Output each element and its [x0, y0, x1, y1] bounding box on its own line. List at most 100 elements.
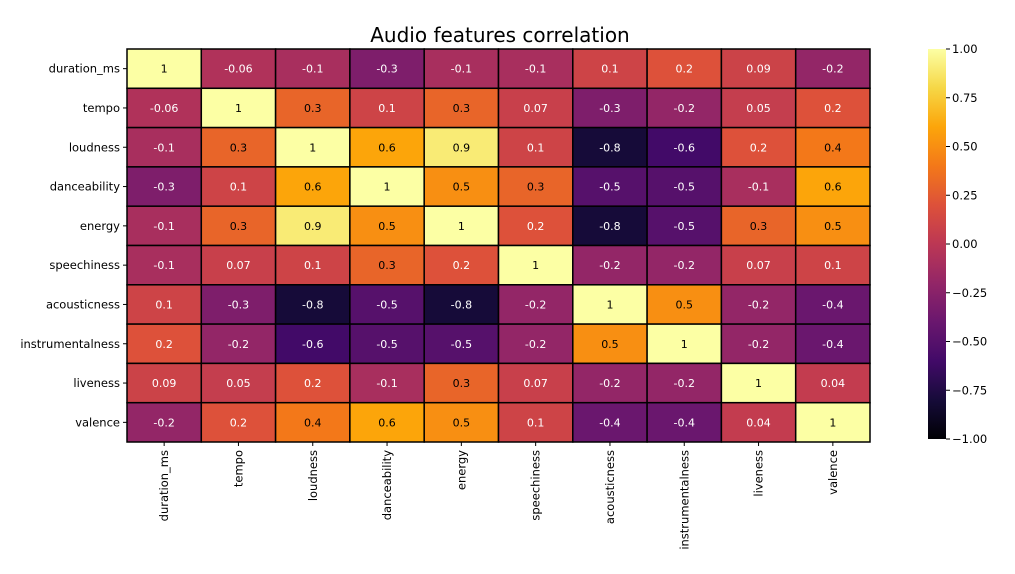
colorbar-gradient	[928, 49, 946, 439]
x-tick-label: tempo	[231, 450, 245, 487]
cell-value-label: 0.3	[230, 141, 248, 154]
colorbar-tick-label: −0.25	[952, 286, 987, 300]
cell-value-label: -0.1	[451, 63, 472, 76]
colorbar-tick-label: −1.00	[952, 432, 987, 446]
y-tick-label: valence	[75, 415, 120, 429]
y-tick-label: energy	[80, 219, 120, 233]
cell-value-label: 1	[458, 220, 465, 233]
cell-value-label: 0.1	[378, 102, 396, 115]
cell-value-label: 0.2	[453, 259, 471, 272]
cell-value-label: -0.2	[674, 259, 695, 272]
colorbar-tick-label: 0.00	[952, 237, 978, 251]
cell-value-label: -0.1	[525, 63, 546, 76]
cell-value-label: 0.1	[527, 141, 545, 154]
heatmap-cell	[200, 362, 277, 404]
heatmap-cell	[423, 323, 500, 365]
x-tick-label: loudness	[306, 450, 320, 501]
heatmap-cell	[646, 284, 723, 325]
cell-value-label: -0.4	[599, 416, 620, 429]
cell-value-label: 0.3	[453, 377, 471, 390]
colorbar-tick-label: −0.50	[952, 335, 987, 349]
cell-value-label: 0.9	[453, 141, 471, 154]
cell-value-label: -0.6	[674, 141, 695, 154]
cell-value-label: -0.5	[376, 338, 397, 351]
cell-value-label: 0.05	[746, 102, 771, 115]
cell-value-label: 1	[161, 63, 168, 76]
colorbar-tick-label: 0.50	[952, 140, 978, 154]
colorbar-tick-label: −0.75	[952, 383, 987, 397]
cell-value-label: -0.1	[153, 259, 174, 272]
cell-value-label: 0.3	[230, 220, 248, 233]
heatmap-cell	[497, 166, 574, 207]
heatmap-cell	[720, 126, 797, 168]
y-tick-label: danceability	[50, 180, 120, 194]
heatmap-cell	[200, 48, 277, 90]
cell-value-label: 1	[755, 377, 762, 390]
cell-value-label: 0.07	[523, 377, 548, 390]
cell-value-label: -0.8	[451, 298, 472, 311]
cell-value-label: -0.6	[302, 338, 323, 351]
heatmap-cell	[720, 205, 797, 247]
heatmap-cell	[349, 284, 425, 325]
cell-value-label: -0.5	[599, 181, 620, 194]
heatmap-cell	[572, 87, 648, 129]
colorbar-tick-label: 0.25	[952, 188, 978, 202]
cell-value-label: -0.2	[748, 298, 769, 311]
heatmap-cell	[423, 401, 500, 443]
cell-value-label: 0.2	[750, 141, 768, 154]
cell-value-label: 0.3	[378, 259, 396, 272]
heatmap-cell	[794, 323, 871, 365]
x-axis-tick-labels: duration_ms tempo loudness danceability ener…	[157, 442, 840, 550]
heatmap-cell	[126, 166, 203, 207]
cell-value-label: -0.8	[599, 141, 620, 154]
cell-value-label: -0.2	[228, 338, 249, 351]
heatmap-cell	[720, 401, 797, 443]
cell-value-label: 1	[309, 141, 316, 154]
heatmap-cell	[274, 126, 351, 168]
heatmap-cell	[497, 323, 574, 365]
cell-value-label: 0.9	[304, 220, 322, 233]
heatmap-cell	[423, 244, 500, 286]
heatmap-cell	[200, 126, 277, 168]
cell-value-label: 0.2	[824, 102, 842, 115]
heatmap-cell	[572, 401, 648, 443]
heatmap-cell	[349, 244, 425, 286]
cell-value-label: 0.3	[527, 181, 545, 194]
heatmap-cell	[349, 87, 425, 129]
heatmap-cell	[200, 205, 277, 247]
heatmap-cell	[794, 48, 871, 90]
x-tick-label: speechiness	[529, 450, 543, 521]
cell-value-label: -0.2	[674, 102, 695, 115]
heatmap-cell	[572, 205, 648, 247]
cell-value-label: 0.2	[527, 220, 545, 233]
cell-value-label: -0.2	[674, 377, 695, 390]
cell-value-label: -0.4	[822, 338, 843, 351]
cell-value-label: -0.8	[302, 298, 323, 311]
heatmap-cell	[646, 323, 723, 365]
cell-value-label: -0.1	[153, 220, 174, 233]
cell-value-label: 0.07	[523, 102, 548, 115]
cell-value-label: -0.1	[302, 63, 323, 76]
cell-value-label: -0.2	[748, 338, 769, 351]
cell-value-label: 0.1	[155, 298, 173, 311]
heatmap-cell	[423, 362, 500, 404]
heatmap-cell	[646, 362, 723, 404]
cell-value-label: 0.07	[226, 259, 251, 272]
heatmap-cell	[126, 284, 203, 325]
x-tick-label: danceability	[380, 450, 394, 520]
colorbar-tick-label: 1.00	[952, 42, 978, 56]
cell-value-label: 0.6	[824, 181, 842, 194]
cell-value-label: -0.2	[153, 416, 174, 429]
cell-value-label: -0.2	[525, 338, 546, 351]
cell-value-label: 0.5	[453, 181, 471, 194]
heatmap-cell	[200, 87, 277, 129]
heatmap-cell	[349, 323, 425, 365]
cell-value-label: 0.2	[230, 416, 248, 429]
heatmap-cell	[720, 323, 797, 365]
heatmap-cell	[646, 205, 723, 247]
heatmap-cell	[646, 48, 723, 90]
cell-value-label: -0.4	[822, 298, 843, 311]
cell-value-label: 0.4	[304, 416, 322, 429]
y-tick-label: loudness	[69, 140, 120, 154]
